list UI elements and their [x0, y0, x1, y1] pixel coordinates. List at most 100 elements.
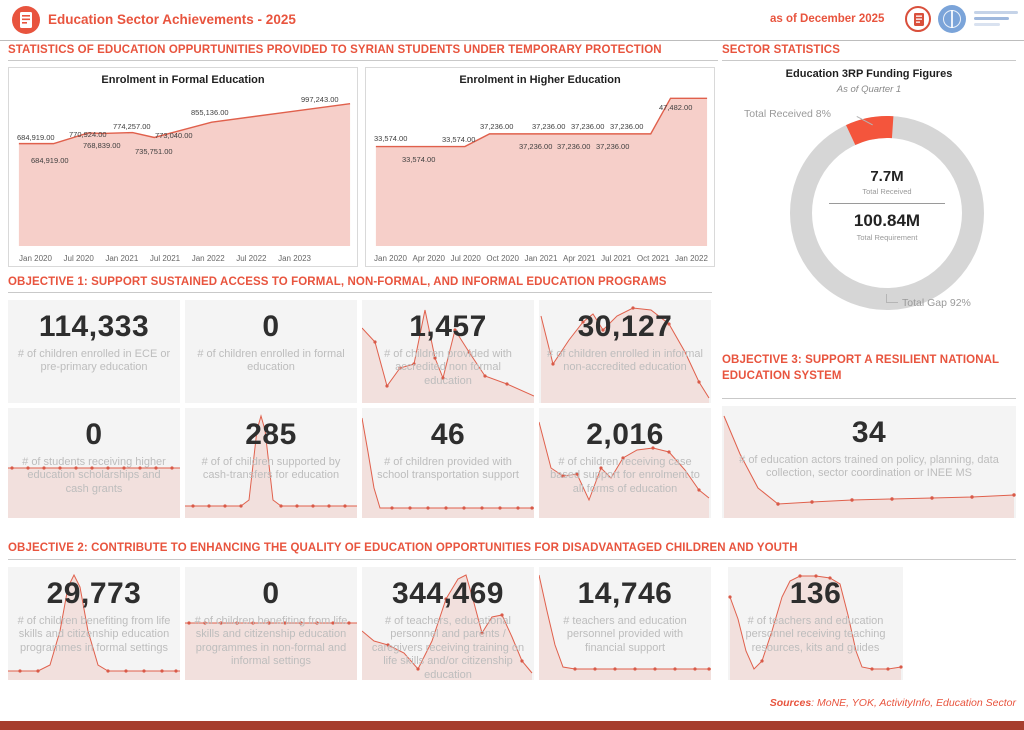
line-chart-canvas [375, 90, 708, 246]
stat-label: # of students receiving higher education… [22, 456, 166, 495]
stat-value: 29,773 [46, 577, 142, 610]
section-divider [8, 60, 718, 61]
total-gap-callout: Total Gap 92% [902, 297, 971, 309]
education-sector-logo [12, 6, 40, 34]
x-tick: Jul 2020 [63, 254, 94, 263]
data-label: 47,482.00 [659, 103, 693, 112]
data-label: 37,236.00 [596, 142, 630, 151]
x-tick: Jul 2021 [149, 254, 181, 263]
funding-donut-chart [787, 113, 987, 313]
data-label: 33,574.00 [402, 155, 436, 164]
formal-education-line-chart: 684,919.00 684,919.00 770,924.00 768,839… [9, 90, 357, 246]
sparkline-chart [362, 408, 534, 518]
stat-value: 1,457 [409, 310, 487, 343]
sparkline-chart [362, 567, 534, 680]
objective3-title: OBJECTIVE 3: SUPPORT A RESILIENT NATIONA… [722, 354, 999, 383]
stat-card-case-based-support: 2,016 # of children receiving case based… [539, 408, 711, 518]
stat-value: 2,016 [586, 418, 664, 451]
x-tick: Jan 2020 [19, 254, 52, 263]
logo-text-line [974, 23, 1001, 26]
stat-card-accredited-nonformal: 1,457 # of children provided with accred… [362, 300, 534, 403]
data-label: 37,236.00 [571, 122, 605, 131]
stat-label: # of of children supported by cash-trans… [201, 456, 341, 482]
stat-card-informal-nonaccredited: 30,127 # of children enrolled in informa… [539, 300, 711, 403]
data-label: 37,236.00 [557, 142, 591, 151]
stat-card-transportation: 46 # of children provided with school tr… [362, 408, 534, 518]
x-axis: Jan 2020 Apr 2020 Jul 2020 Oct 2020 Jan … [374, 254, 708, 263]
line-chart-canvas [18, 90, 357, 246]
section-divider [722, 60, 1016, 61]
data-label: 774,257.00 [113, 122, 151, 131]
x-tick: Jan 2022 [191, 254, 225, 263]
total-received-callout: Total Received 8% [744, 108, 831, 120]
sparkline-chart [185, 621, 357, 680]
objective1-title: OBJECTIVE 1: SUPPORT SUSTAINED ACCESS TO… [8, 276, 667, 288]
stat-value: 34 [851, 416, 887, 449]
x-tick: Jan 2020 [374, 254, 407, 263]
sparkline-chart [722, 406, 1016, 518]
sources-text: : MoNE, YOK, ActivityInfo, Education Sec… [811, 697, 1016, 709]
stat-card-lifeskills-formal: 29,773 # of children benefiting from lif… [8, 567, 180, 680]
chart-title: Enrolment in Formal Education [101, 74, 265, 86]
document-icon [20, 12, 32, 28]
header-divider [0, 40, 1024, 41]
data-label: 37,236.00 [532, 122, 566, 131]
x-tick: Jul 2022 [236, 254, 267, 263]
donut-center-stats: 7.7M Total Received 100.84M Total Requir… [827, 168, 947, 242]
globe-icon [943, 10, 961, 28]
data-label: 37,236.00 [610, 122, 644, 131]
sector-badge-icon [905, 6, 931, 32]
stat-label: # of children benefiting from life skill… [17, 615, 171, 654]
sparkline-chart [185, 408, 357, 518]
total-requirement-value: 100.84M [853, 211, 921, 230]
stat-card-higher-scholarships: 0 # of students receiving higher educati… [8, 408, 180, 518]
center-divider [829, 203, 945, 204]
stat-value: 344,469 [392, 577, 504, 610]
sources-label: Sources [769, 697, 812, 709]
stat-label: # of children benefiting from life skill… [194, 615, 348, 668]
logo-text-line [974, 11, 1018, 14]
document-icon [914, 13, 924, 26]
stat-value: 0 [262, 577, 280, 610]
chart-title: Enrolment in Higher Education [459, 74, 621, 86]
x-tick: Oct 2020 [486, 254, 519, 263]
section-divider [8, 559, 1016, 560]
data-label: 37,236.00 [480, 122, 514, 131]
stat-label: # of children provided with school trans… [377, 456, 519, 482]
x-tick: Apr 2021 [563, 254, 596, 263]
x-tick: Jan 2022 [674, 254, 708, 263]
sparkline-chart [362, 300, 534, 403]
total-received-caption: Total Received [862, 187, 912, 196]
stat-label: # teachers and education personnel provi… [563, 615, 687, 654]
stat-card-education-actors-trained: 34 # of education actors trained on poli… [722, 406, 1016, 518]
stat-label: # of teachers and education personnel re… [745, 615, 886, 654]
page-title: Education Sector Achievements - 2025 [48, 12, 296, 27]
sparkline-chart [539, 567, 711, 680]
higher-education-chart-panel: Enrolment in Higher Education 33,574.00 … [365, 67, 715, 267]
sparkline-chart [539, 408, 711, 518]
stat-label: # of children provided with accredited n… [384, 348, 512, 387]
stat-card-teachers-training: 344,469 # of teachers, educational perso… [362, 567, 534, 680]
sparkline-chart [728, 574, 903, 680]
x-tick: Jul 2021 [601, 254, 632, 263]
data-label: 735,751.00 [135, 147, 173, 156]
stat-label: # of teachers, educational personnel and… [371, 615, 525, 680]
stat-label: # of children enrolled in ECE or pre-pri… [17, 348, 171, 374]
x-axis: Jan 2020 Jul 2020 Jan 2021 Jul 2021 Jan … [19, 254, 311, 263]
stat-card-formal-enrolled: 0 # of children enrolled in formal educa… [185, 300, 357, 403]
stat-card-ece-enrolled: 114,333 # of children enrolled in ECE or… [8, 300, 180, 403]
sources-line: Sources: MoNE, YOK, ActivityInfo, Educat… [656, 697, 1016, 709]
data-label: 33,574.00 [442, 135, 476, 144]
total-requirement-caption: Total Requirement [856, 233, 918, 242]
stat-card-cash-transfers: 285 # of of children supported by cash-t… [185, 408, 357, 518]
partner-logo [974, 8, 1018, 32]
total-received-value: 7.7M [870, 168, 904, 185]
higher-education-line-chart: 33,574.00 33,574.00 33,574.00 37,236.00 … [366, 90, 714, 246]
statistics-section-title: STATISTICS OF EDUCATION OPPURTUNITIES PR… [8, 44, 662, 56]
stat-value: 114,333 [38, 310, 150, 343]
x-tick: Jan 2021 [105, 254, 139, 263]
x-tick: Jul 2020 [450, 254, 481, 263]
stat-value: 0 [85, 418, 103, 451]
stat-label: # of children enrolled in informal non-a… [547, 348, 703, 374]
